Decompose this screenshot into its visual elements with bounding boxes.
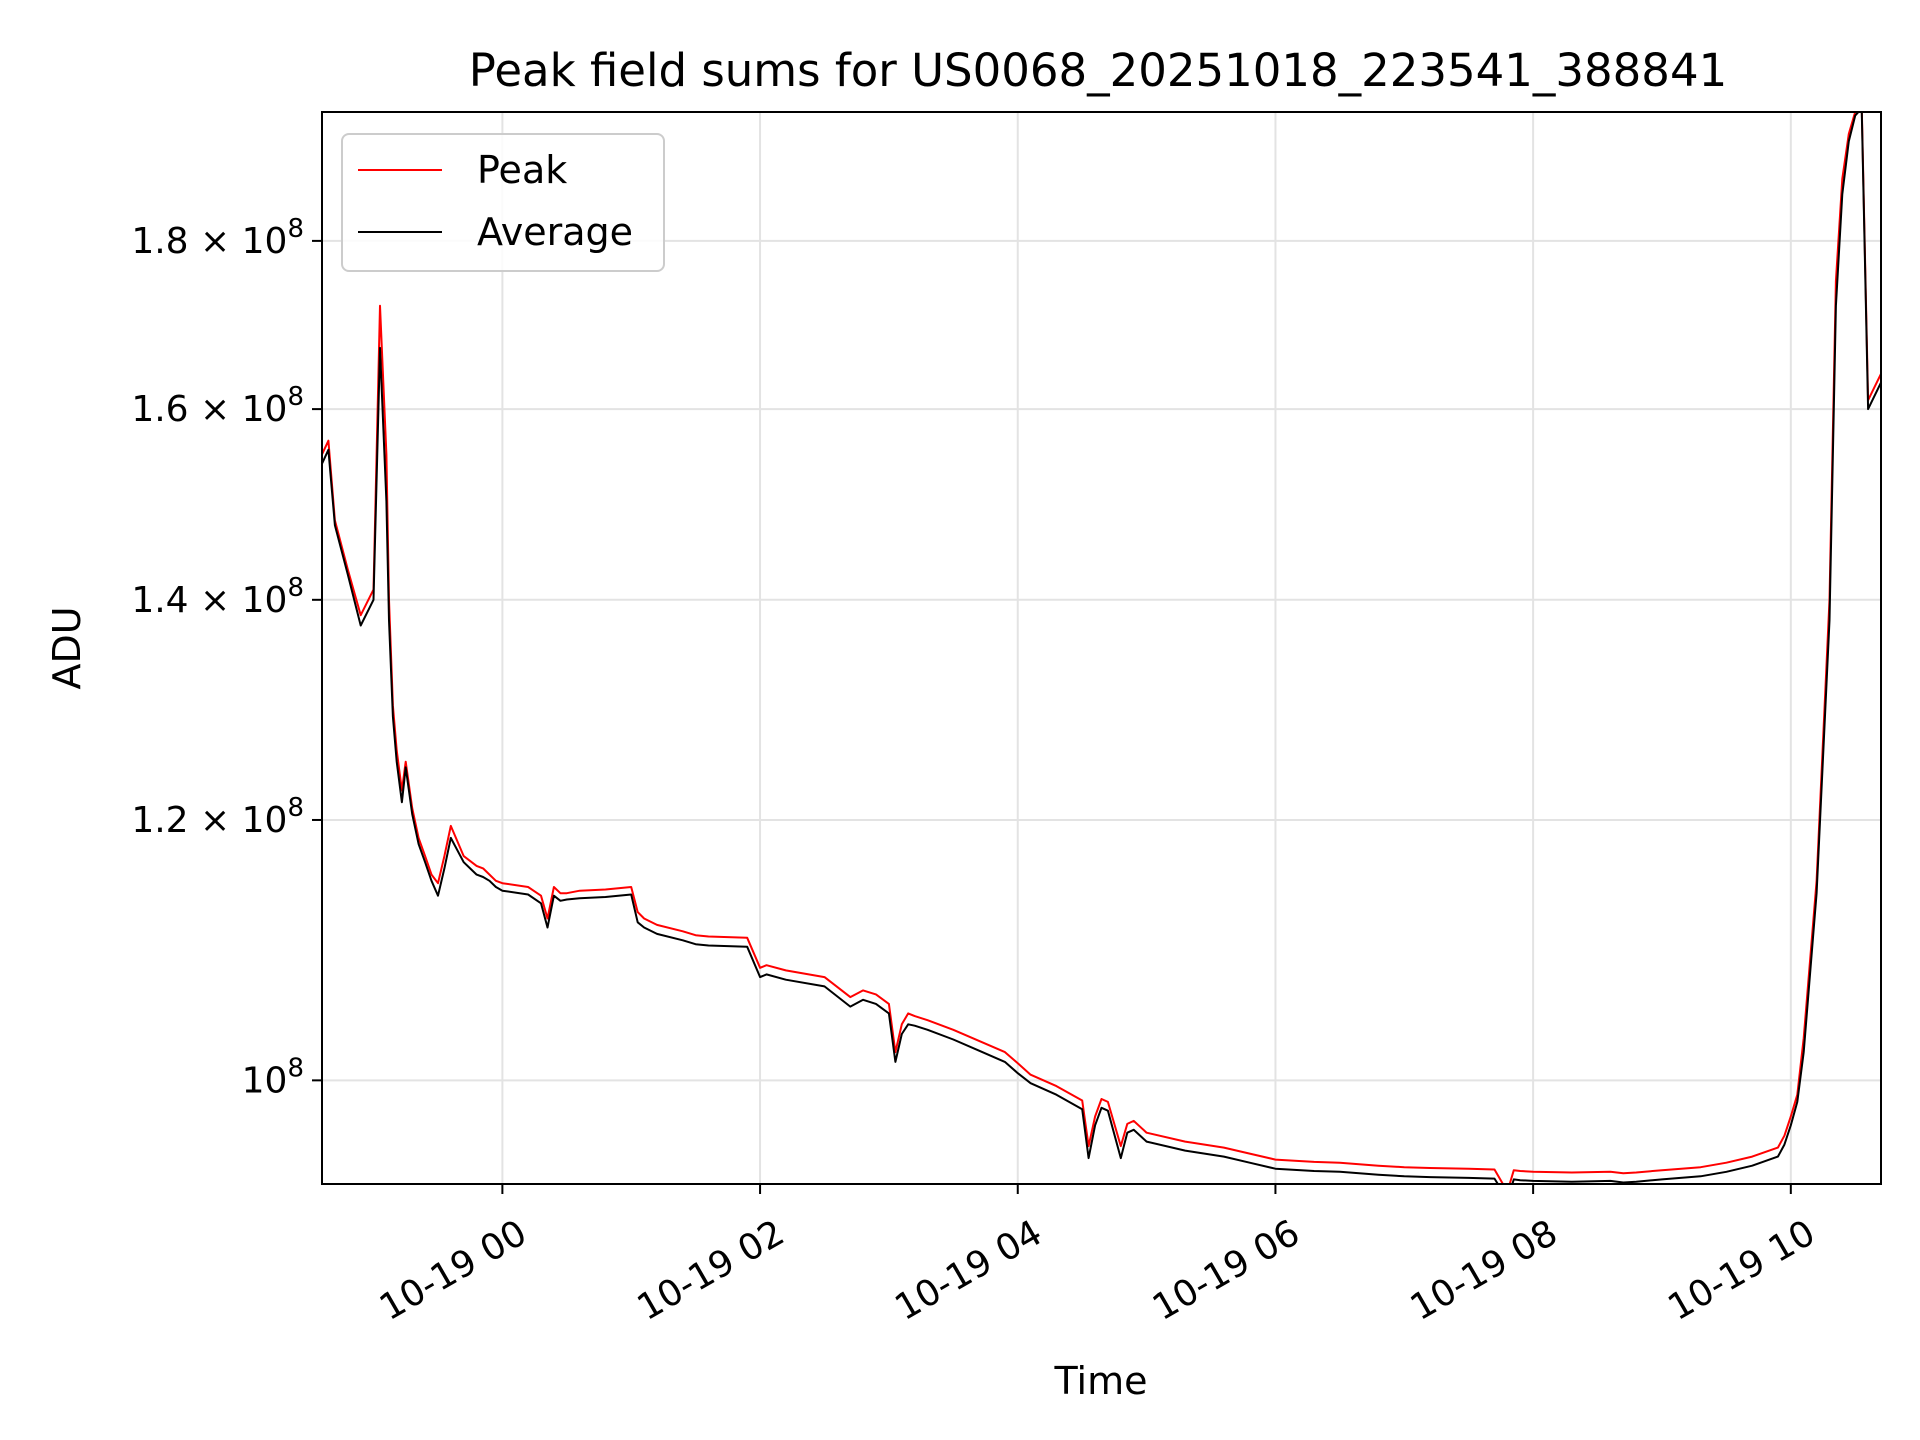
y-tick-label: 1.4 × 108 xyxy=(131,573,304,621)
legend-label-average: Average xyxy=(477,210,633,254)
y-tick-label: 1.2 × 108 xyxy=(131,793,304,841)
series-line-peak xyxy=(322,112,1881,1184)
series-lines xyxy=(322,112,1881,1184)
legend: Peak Average xyxy=(341,133,665,272)
grid-lines xyxy=(322,112,1881,1184)
legend-box xyxy=(341,133,665,272)
y-tick-label: 1.8 × 108 xyxy=(131,214,304,262)
x-axis-label: Time xyxy=(1054,1359,1148,1403)
y-tick-label: 1.6 × 108 xyxy=(131,382,304,430)
legend-label-peak: Peak xyxy=(477,148,567,192)
series-line-average xyxy=(322,112,1881,1184)
chart-title: Peak field sums for US0068_20251018_2235… xyxy=(469,44,1727,97)
y-axis-label: ADU xyxy=(45,606,89,689)
y-tick-label: 108 xyxy=(242,1053,304,1101)
plot-frame xyxy=(321,111,1882,1185)
